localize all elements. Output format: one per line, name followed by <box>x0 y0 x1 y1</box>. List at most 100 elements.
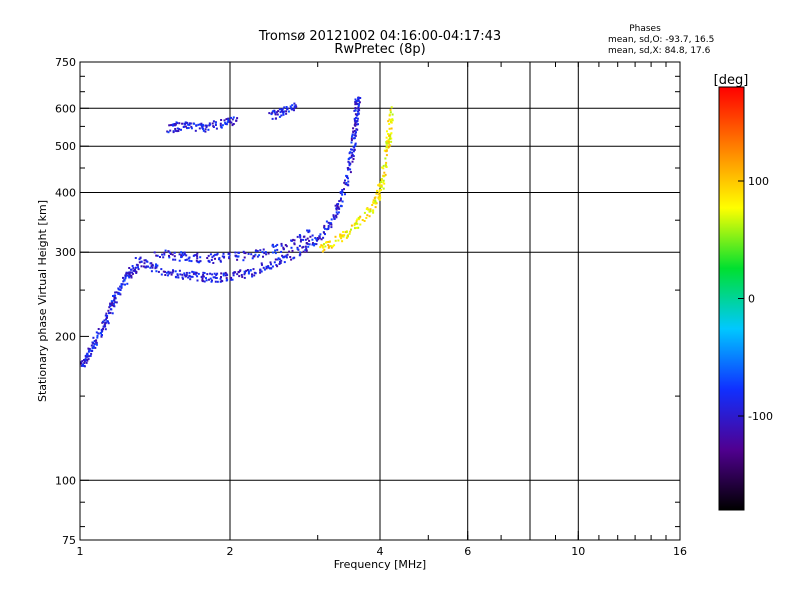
echo-point <box>339 199 342 202</box>
echo-point <box>88 355 91 358</box>
echo-point <box>133 269 136 272</box>
echo-point <box>391 118 394 121</box>
echo-point <box>383 174 386 177</box>
echo-point <box>212 126 215 128</box>
echo-point <box>380 188 382 191</box>
echo-point <box>180 254 183 257</box>
echo-point <box>225 277 228 280</box>
echo-point <box>104 328 107 331</box>
echo-point <box>336 205 339 207</box>
echo-point <box>202 275 205 278</box>
echo-point <box>144 266 147 269</box>
echo-point <box>280 114 283 117</box>
echo-point <box>95 343 98 346</box>
echo-point <box>316 237 319 239</box>
echo-point <box>349 230 352 233</box>
echo-point <box>351 133 354 136</box>
echo-point <box>95 331 98 334</box>
echo-point <box>177 130 180 132</box>
echo-point <box>307 231 310 234</box>
echo-point <box>349 156 352 159</box>
echo-point <box>228 252 231 255</box>
echo-point <box>369 210 372 213</box>
echo-point <box>220 119 223 121</box>
echo-point <box>124 276 127 279</box>
echo-point <box>181 273 184 276</box>
echo-point <box>81 360 84 363</box>
echo-point <box>263 268 266 271</box>
echo-point <box>113 296 116 299</box>
echo-point <box>208 260 211 263</box>
echo-point <box>200 122 203 125</box>
echo-point <box>348 161 351 164</box>
echo-point <box>386 140 389 143</box>
echo-point <box>273 261 276 264</box>
echo-point <box>201 277 204 280</box>
echo-point <box>296 235 299 238</box>
echo-point <box>221 124 224 127</box>
echo-point <box>216 272 219 275</box>
echo-point <box>232 123 235 125</box>
echo-point <box>119 285 122 288</box>
echo-point <box>390 140 393 143</box>
echo-point <box>84 355 87 357</box>
echo-point <box>335 215 338 218</box>
echo-point <box>184 259 187 261</box>
y-tick-label: 300 <box>55 246 76 259</box>
grid-lines <box>80 62 680 540</box>
echo-point <box>218 257 221 260</box>
echo-point <box>161 253 164 256</box>
echo-point <box>181 252 184 255</box>
echo-point <box>102 327 104 330</box>
echo-point <box>263 252 266 255</box>
echo-point <box>224 271 227 274</box>
echo-point <box>356 117 359 120</box>
echo-point <box>196 279 199 282</box>
echo-point <box>242 250 245 253</box>
echo-point <box>194 129 197 132</box>
echo-point <box>321 250 324 253</box>
echo-point <box>274 252 277 255</box>
echo-point <box>299 253 302 256</box>
echo-point <box>242 259 245 262</box>
echo-point <box>112 303 115 305</box>
echo-point <box>209 277 212 280</box>
echo-point <box>184 275 187 278</box>
echo-point <box>292 257 295 260</box>
echo-point <box>341 189 344 191</box>
echo-point <box>100 335 103 338</box>
echo-point <box>187 127 190 129</box>
echo-point <box>211 279 213 282</box>
echo-point <box>355 131 357 134</box>
echo-point <box>305 242 308 244</box>
echo-point <box>249 269 252 271</box>
echo-point <box>195 124 198 127</box>
echo-point <box>212 120 215 123</box>
echo-point <box>199 123 202 126</box>
echo-point <box>187 276 190 279</box>
echo-point <box>292 238 295 241</box>
echo-point <box>219 260 222 263</box>
echo-point <box>271 111 274 114</box>
echo-point <box>339 191 342 194</box>
echo-point <box>366 214 369 217</box>
echo-point <box>155 264 158 267</box>
echo-point <box>169 129 172 132</box>
echo-point <box>82 363 84 366</box>
axis-ticks: 1 2 4 6 10 16 75 100 200 300 400 500 600 750 <box>55 56 687 558</box>
echo-point <box>179 273 182 276</box>
echo-point <box>164 274 167 276</box>
echo-point <box>128 272 131 275</box>
echo-point <box>259 271 262 274</box>
echo-point <box>241 275 244 278</box>
echo-point <box>388 127 391 130</box>
echo-point <box>286 253 289 256</box>
echo-point <box>271 244 274 247</box>
x-tick-label: 10 <box>571 545 585 558</box>
echo-point <box>224 123 227 125</box>
echo-point <box>293 239 296 242</box>
echo-point <box>377 184 380 187</box>
echo-point <box>376 189 378 192</box>
echo-point <box>86 352 89 355</box>
echo-point <box>134 266 137 269</box>
